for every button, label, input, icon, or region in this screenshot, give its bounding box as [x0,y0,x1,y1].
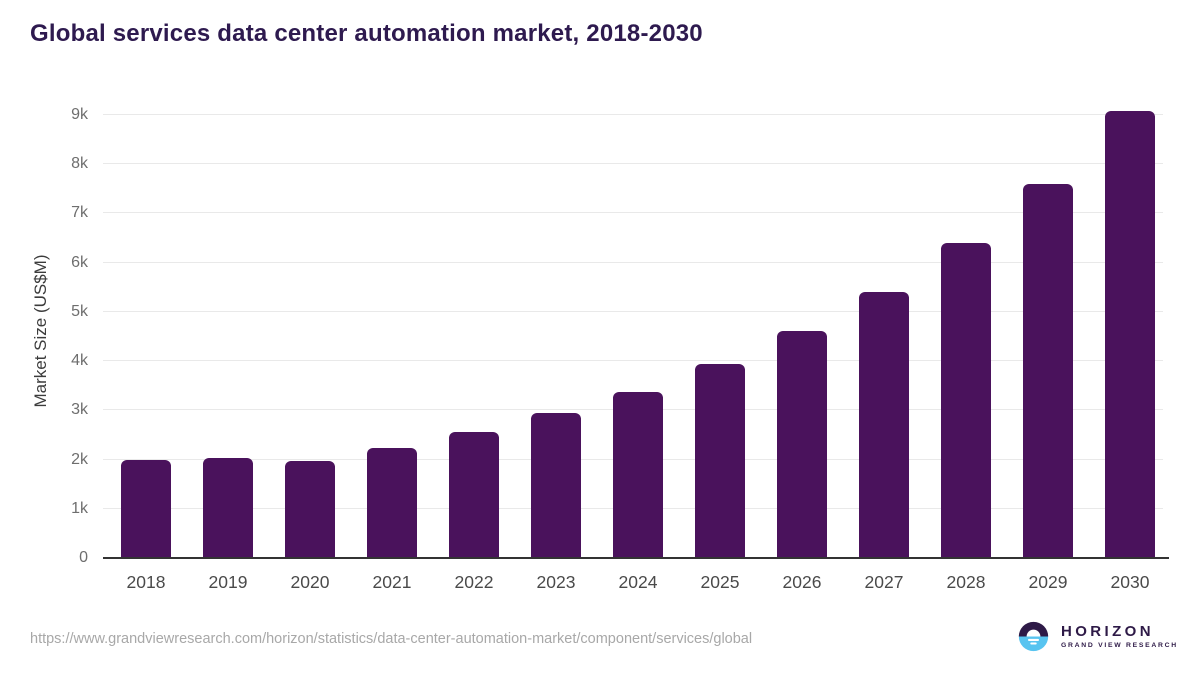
source-url: https://www.grandviewresearch.com/horizo… [30,631,753,647]
bar-2026[interactable] [777,330,827,558]
x-axis-tick-label-2030: 2030 [1110,572,1150,592]
y-axis-tick-label-2k: 2k [71,450,88,468]
y-axis-tick-label-5k: 5k [71,302,88,320]
gridline-7000 [103,212,1163,214]
x-axis-tick-label-2021: 2021 [372,572,412,592]
horizon-logo[interactable]: HORIZON GRAND VIEW RESEARCH [1017,620,1178,653]
bar-2022[interactable] [449,432,499,558]
bar-2028[interactable] [941,242,991,558]
x-axis-tick-label-2029: 2029 [1028,572,1068,592]
logo-text-block: HORIZON GRAND VIEW RESEARCH [1061,624,1178,650]
y-axis-tick-label-3k: 3k [71,401,88,419]
logo-subtitle: GRAND VIEW RESEARCH [1061,642,1178,650]
gridline-4000 [103,360,1163,362]
x-axis-tick-label-2026: 2026 [782,572,822,592]
y-axis-tick-label-4k: 4k [71,352,88,370]
x-axis-tick-label-2022: 2022 [454,572,494,592]
gridline-5000 [103,310,1163,312]
y-axis-tick-label-7k: 7k [71,204,88,222]
y-axis-tick-label-9k: 9k [71,105,88,123]
x-axis-tick-label-2020: 2020 [290,572,330,592]
bar-2020[interactable] [285,460,335,558]
logo-wordmark: HORIZON [1061,622,1154,640]
bar-2025[interactable] [695,364,745,558]
bar-2019[interactable] [203,457,253,558]
y-axis-title: Market Size (US$M) [31,254,50,408]
gridline-9000 [103,113,1163,115]
y-axis-tick-label-1k: 1k [71,499,88,517]
bar-2018[interactable] [121,459,171,558]
x-axis-tick-label-2019: 2019 [208,572,248,592]
y-axis-tick-label-8k: 8k [71,155,88,173]
sunrise-horizon-icon [1017,620,1050,653]
bar-2024[interactable] [613,391,663,558]
x-axis-tick-label-2027: 2027 [864,572,904,592]
bar-2023[interactable] [531,413,581,558]
x-axis-tick-label-2024: 2024 [618,572,658,592]
y-axis-tick-label-0: 0 [79,549,88,566]
x-axis-tick-label-2028: 2028 [946,572,986,592]
bar-2029[interactable] [1023,184,1073,558]
gridline-6000 [103,261,1163,263]
bar-2021[interactable] [367,448,417,558]
x-axis-tick-label-2025: 2025 [700,572,740,592]
chart-title: Global services data center automation m… [30,20,703,47]
y-axis-tick-label-6k: 6k [71,253,88,271]
x-axis-tick-label-2023: 2023 [536,572,576,592]
gridline-8000 [103,163,1163,165]
x-axis-tick-label-2018: 2018 [126,572,166,592]
bar-2030[interactable] [1105,111,1155,558]
x-axis-line [103,557,1169,559]
plot-area [103,105,1163,558]
bar-2027[interactable] [859,291,909,558]
